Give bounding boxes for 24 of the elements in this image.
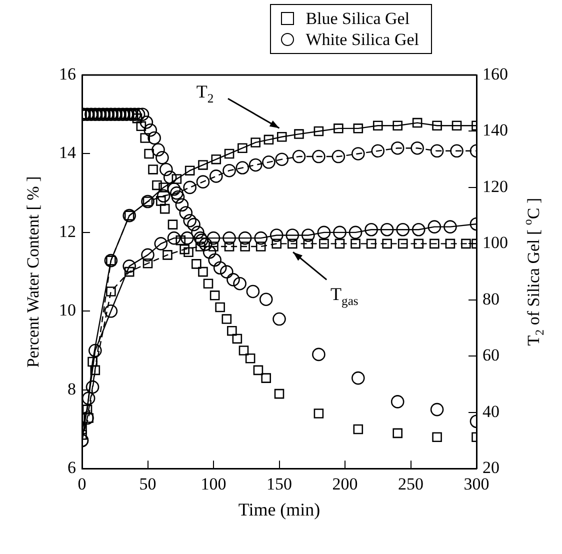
x-tick-label: 250 [398,474,424,494]
y-tick-label: 8 [68,379,76,398]
x-tick-label: 50 [139,474,156,494]
y2-tick-label: 160 [482,64,508,84]
y2-tick-label: 140 [482,120,508,140]
y-tick-label: 14 [59,143,76,162]
y2-tick-label: 120 [482,176,508,196]
y2-tick-label: 80 [482,289,500,308]
legend-label: White Silica Gel [306,30,419,49]
y-tick-label: 16 [59,64,76,84]
x-tick-label: 150 [266,474,292,494]
y-tick-label: 6 [68,458,76,478]
y2-tick-label: 60 [482,346,500,365]
x-tick-label: 100 [200,474,226,494]
legend-label: Blue Silica Gel [306,9,410,28]
y-axis-title: Percent Water Content [ % ] [23,176,42,368]
y2-tick-label: 40 [482,402,500,421]
y-tick-label: 12 [59,222,76,241]
y2-tick-label: 100 [482,233,508,252]
x-axis-title: Time (min) [238,499,320,520]
x-tick-label: 200 [332,474,358,494]
x-tick-label: 0 [78,474,86,494]
y-tick-label: 10 [59,300,76,320]
y2-axis-title: T2 of Silica Gel [ oC ] [520,198,547,346]
